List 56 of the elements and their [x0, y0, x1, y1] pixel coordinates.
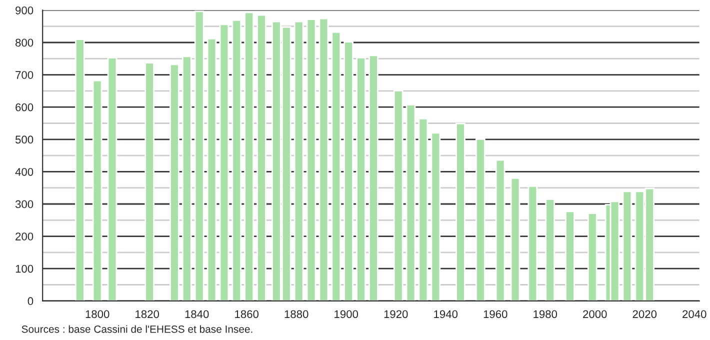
y-tick-label: 200 [16, 232, 34, 240]
bar [232, 20, 242, 301]
x-tick-label: 2020 [632, 310, 657, 318]
bar [318, 18, 329, 301]
x-tick-label: 1980 [534, 310, 558, 318]
bar [456, 122, 466, 301]
source-note: Sources : base Cassini de l'EHESS et base Insee. [22, 325, 252, 333]
bar [74, 38, 85, 301]
bar [565, 210, 575, 301]
bar [495, 159, 506, 301]
bar [528, 186, 538, 301]
bar [206, 38, 217, 301]
bar [406, 104, 416, 301]
bar [393, 90, 404, 301]
bar [219, 24, 230, 301]
y-tick-label: 400 [15, 168, 34, 176]
bar [344, 41, 354, 301]
bar [430, 132, 441, 301]
y-tick-label: 100 [16, 264, 34, 273]
bar [256, 14, 266, 301]
bar [545, 198, 556, 301]
y-tick-label: 600 [16, 103, 34, 112]
x-tick-label: 1900 [334, 310, 358, 318]
bar [107, 56, 118, 301]
x-tick-label: 1940 [434, 310, 458, 318]
y-tick-label: 500 [15, 136, 34, 144]
x-tick-label: 2000 [583, 310, 607, 318]
bar [587, 212, 598, 301]
x-tick-label: 1840 [185, 310, 209, 318]
bar [356, 56, 366, 301]
y-tick-label: 700 [16, 71, 34, 79]
bar [170, 64, 180, 301]
bar [476, 138, 486, 301]
y-tick-label: 900 [16, 6, 34, 14]
x-tick-label: 1960 [484, 310, 508, 318]
bar [510, 177, 520, 301]
bar [622, 190, 632, 301]
bar [144, 62, 154, 301]
bar [194, 10, 204, 301]
bar [418, 118, 428, 301]
bar [182, 56, 192, 301]
bar [244, 12, 254, 301]
y-tick-label: 0 [28, 297, 34, 306]
bar [306, 18, 316, 301]
bar [331, 31, 342, 301]
x-tick-label: 1860 [235, 310, 259, 318]
x-tick-label: 1880 [284, 310, 308, 318]
bar [294, 20, 304, 301]
x-tick-label: 1820 [136, 310, 160, 318]
bar [368, 54, 378, 301]
bar [92, 80, 102, 301]
x-tick-label: 2040 [682, 310, 706, 318]
x-tick-label: 1800 [86, 310, 110, 318]
y-tick-label: 300 [15, 200, 34, 208]
x-tick-label: 1920 [384, 310, 408, 318]
y-tick-label: 800 [16, 38, 34, 47]
